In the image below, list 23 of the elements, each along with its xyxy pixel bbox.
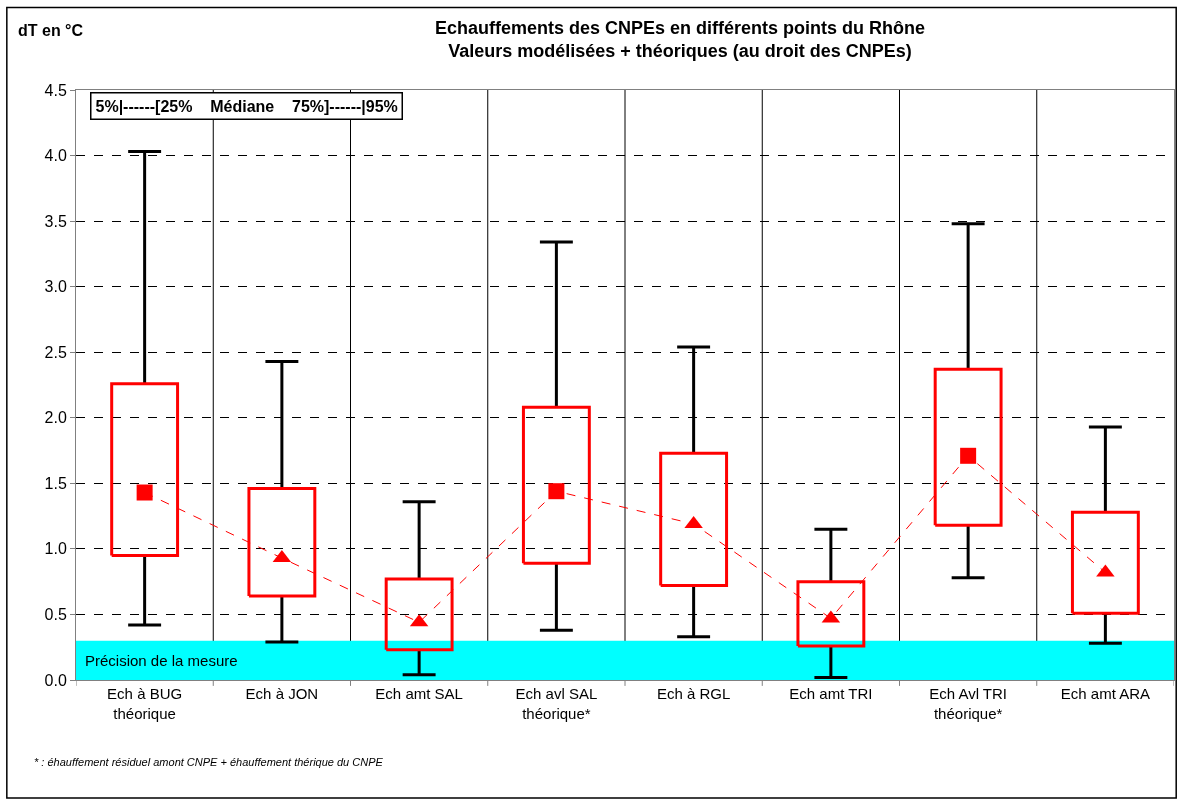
y-tick-label: 0.5 bbox=[44, 606, 67, 624]
x-tick-label: Ech à JON bbox=[245, 685, 319, 702]
x-tick-label: Ech amt ARA bbox=[1060, 685, 1150, 702]
x-tick-label: Ech amt TRI bbox=[789, 685, 873, 702]
y-tick-label: 0.0 bbox=[44, 671, 67, 689]
y-tick-label: 2.5 bbox=[44, 343, 67, 361]
y-tick-label: 3.5 bbox=[44, 212, 67, 230]
x-tick-label: Ech à BUG théorique bbox=[107, 685, 183, 722]
text: * : éhauffement résiduel amont CNPE + éhauffement thérique du CNPE bbox=[34, 756, 384, 768]
chart-title: Echauffements des CNPEs en différents points du Rhône Valeurs modélisées + théoriques (au droit des CNPEs) bbox=[435, 18, 926, 62]
y-tick-label: 3.0 bbox=[44, 278, 67, 296]
band-label: Précision de la mesure bbox=[85, 652, 238, 669]
y-tick-label: 4.5 bbox=[44, 81, 67, 99]
y-tick-label: 1.0 bbox=[44, 540, 67, 558]
y-axis-title: dT en °C bbox=[18, 22, 84, 39]
x-tick-label: Ech avl SAL théorique* bbox=[515, 685, 598, 722]
annotation: 5%|------[25% Médiane 75%]------|95% bbox=[95, 97, 398, 115]
x-tick-label: Ech Avl TRI théorique* bbox=[929, 685, 1008, 722]
y-tick-label: 1.5 bbox=[44, 474, 67, 492]
y-tick-label: 4.0 bbox=[44, 147, 67, 165]
x-tick-label: Ech à RGL bbox=[656, 685, 731, 702]
x-tick-label: Ech amt SAL bbox=[375, 685, 463, 702]
y-tick-label: 2.0 bbox=[44, 409, 67, 427]
